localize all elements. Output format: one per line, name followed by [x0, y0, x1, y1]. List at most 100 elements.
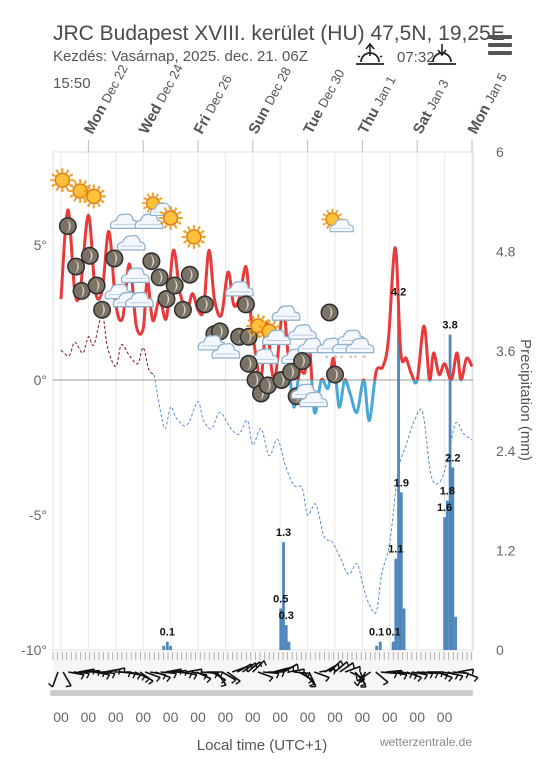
wind-feather: [417, 677, 423, 682]
sun-icon: [158, 206, 183, 230]
wind-shaft: [288, 668, 305, 673]
wind-shaft: [139, 671, 154, 682]
precipitation-label: 4.2: [391, 286, 406, 298]
moon-shade: [112, 251, 118, 266]
moon-shade: [100, 302, 105, 317]
precipitation-bar: [448, 334, 452, 650]
wind-shaft: [390, 671, 408, 676]
cloud-icon: [125, 291, 154, 308]
moon-shade: [243, 297, 249, 312]
sun-ray: [87, 202, 91, 208]
precipitation-bar: [282, 542, 285, 650]
hour-tick-label: 00: [163, 709, 179, 725]
hour-tick-label: 00: [355, 709, 371, 725]
wind-shaft: [51, 671, 59, 688]
wind-shaft: [357, 671, 372, 682]
precipitation-label: 1.9: [394, 477, 409, 489]
moon-shade: [202, 297, 208, 312]
moon-disc: [106, 251, 122, 266]
moon-icon: [58, 217, 77, 236]
sun-ray: [51, 173, 56, 178]
wind-barb: [303, 671, 315, 687]
day-label: Thu Jan 1: [355, 73, 400, 137]
wind-feather: [434, 673, 439, 679]
precipitation-label: 0.1: [160, 627, 175, 639]
wind-barb: [226, 671, 241, 685]
wind-barb: [98, 671, 116, 679]
precipitation-value-labels: 0.10.51.30.30.1 0.11.14.21.91.61.83.82.2: [160, 286, 461, 638]
wind-shaft: [406, 671, 422, 679]
precipitation-bar: [284, 625, 288, 650]
snow-cloud-icon: **: [345, 337, 375, 364]
wind-barb: [180, 671, 198, 680]
sun-disc: [186, 229, 202, 245]
sun-ray: [177, 221, 182, 225]
wind-shaft: [308, 671, 317, 687]
day-label: Wed Dec 24: [136, 61, 187, 137]
wind-strip-ticks: [52, 652, 472, 660]
moon-shade: [279, 373, 285, 387]
dewpoint-curves: [60, 314, 473, 614]
wind-shaft: [457, 668, 474, 673]
sun-ray: [258, 324, 263, 329]
moon-icon: [150, 268, 169, 287]
moon-disc: [327, 367, 343, 383]
precipitation-bar: [162, 645, 166, 650]
sun-ray: [262, 320, 267, 325]
sun-ray: [322, 213, 327, 217]
wind-feather: [281, 671, 285, 678]
precipitation-bar: [287, 641, 291, 650]
wind-barb: [344, 665, 361, 673]
wind-feather: [111, 673, 116, 679]
moon-shade: [187, 267, 193, 282]
wind-feather: [308, 683, 315, 687]
sun-cloud-icon: [321, 208, 354, 233]
sun-ray: [177, 211, 182, 215]
cloud-icon: [120, 267, 150, 284]
precipitation-bar: [165, 641, 169, 650]
wind-shaft: [313, 671, 330, 679]
wind-shaft: [303, 671, 315, 685]
moon-disc: [89, 278, 105, 293]
moon-shade: [253, 373, 259, 387]
wind-feather: [220, 684, 227, 688]
wind-feather: [193, 674, 198, 680]
sun-ray: [338, 213, 343, 217]
wind-feather: [296, 663, 299, 670]
precipitation-tick-label: 0: [496, 642, 504, 658]
wind-feather: [471, 669, 475, 675]
sun-ray: [82, 189, 88, 194]
precipitation-tick-label: 6: [496, 144, 504, 160]
moon-shade: [289, 364, 294, 379]
cloud-icon: [271, 305, 301, 321]
hamburger-menu-icon[interactable]: [484, 30, 516, 60]
sun-ray: [51, 183, 56, 188]
wind-barb: [339, 662, 355, 673]
moon-icon: [195, 295, 214, 314]
wind-feather: [333, 669, 336, 675]
precipitation-axis: 6 4.8 3.6 2.4 1.2 0: [496, 144, 516, 658]
sun-ray: [173, 207, 178, 212]
snowflake: *: [325, 354, 329, 364]
hour-tick-label: 00: [190, 709, 206, 725]
wind-feather: [148, 680, 154, 685]
horizontal-scrollbar[interactable]: [50, 690, 473, 696]
moon-shade: [79, 283, 85, 298]
temperature-tick-label: -10°: [21, 642, 47, 658]
wind-shaft: [293, 671, 310, 675]
day-label: Sun Dec 28: [245, 64, 295, 137]
hour-tick-label: 00: [81, 709, 97, 725]
wind-barb: [252, 660, 267, 673]
wind-barb: [155, 671, 171, 682]
wind-feather: [352, 662, 355, 669]
wind-shaft: [236, 663, 252, 673]
sun-ray: [82, 199, 88, 204]
moon-icon: [72, 281, 91, 300]
wind-feather: [382, 681, 389, 686]
moon-shade: [217, 324, 223, 339]
moon-icon: [87, 276, 106, 295]
cloud-icon: [249, 348, 279, 365]
moon-shade: [157, 270, 163, 285]
wind-shaft: [109, 667, 125, 673]
